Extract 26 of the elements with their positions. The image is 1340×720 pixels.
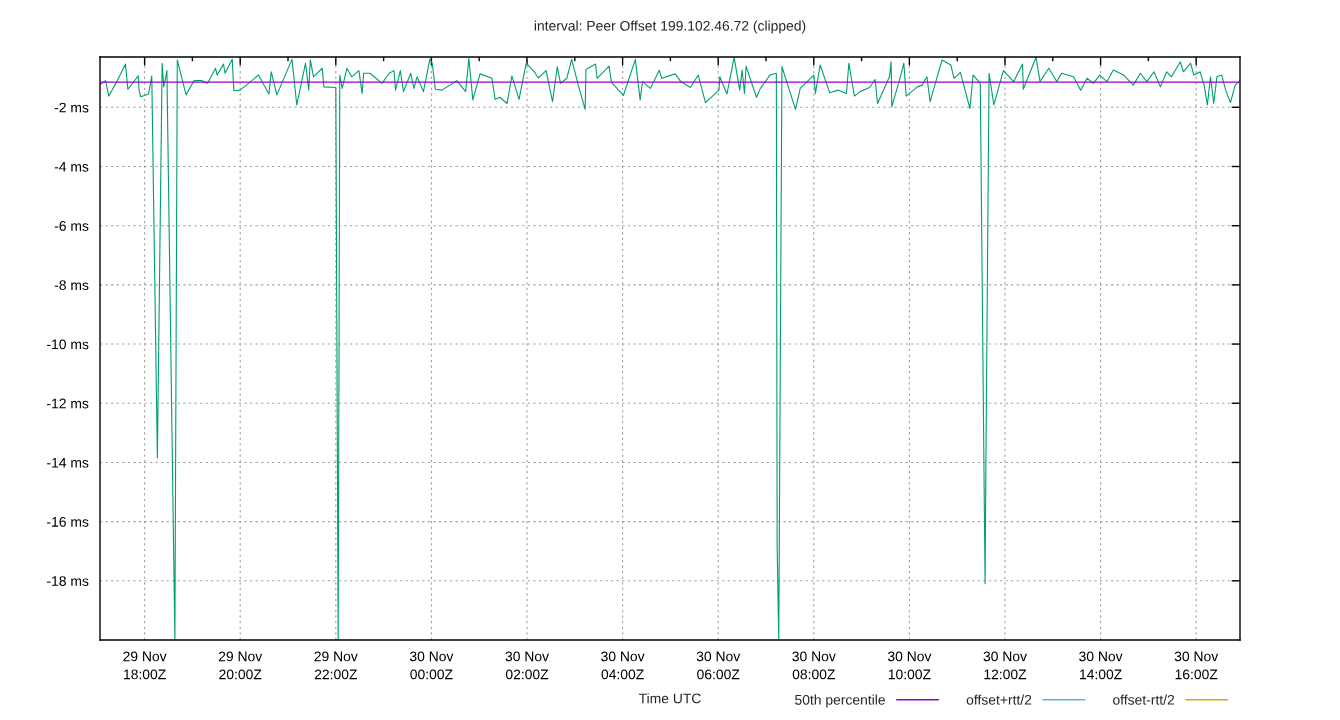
y-tick-label: -12 ms [47, 398, 89, 409]
x-tick-label: 29 Nov 20:00Z [218, 651, 263, 680]
y-tick-label: -8 ms [54, 280, 89, 291]
y-tick-label: -2 ms [54, 102, 89, 113]
y-tick-label: -16 ms [47, 516, 89, 527]
legend-label: 50th percentile [795, 694, 885, 708]
x-tick-label: 29 Nov 22:00Z [314, 651, 358, 680]
x-tick-label: 29 Nov 18:00Z [123, 651, 167, 680]
y-tick-label: -10 ms [47, 339, 89, 350]
x-tick-label: 30 Nov 12:00Z [983, 651, 1027, 680]
x-tick-label: 30 Nov 00:00Z [409, 651, 454, 680]
y-tick-label: -18 ms [47, 576, 89, 586]
legend-label: offset-rtt/2 [1113, 694, 1175, 705]
x-tick-label: 30 Nov 10:00Z [887, 651, 932, 680]
x-tick-label: 30 Nov 16:00Z [1174, 651, 1219, 680]
x-tick-label: 30 Nov 14:00Z [1079, 651, 1123, 680]
x-tick-label: 30 Nov 08:00Z [792, 651, 836, 680]
x-tick-label: 30 Nov 06:00Z [696, 651, 741, 680]
x-tick-label: 30 Nov 02:00Z [505, 651, 549, 680]
y-tick-label: -14 ms [47, 457, 89, 468]
legend-label: offset+rtt/2 [966, 694, 1032, 705]
y-tick-label: -6 ms [54, 221, 89, 231]
x-tick-label: 30 Nov 04:00Z [601, 651, 645, 680]
y-tick-label: -4 ms [54, 161, 89, 172]
chart-title: interval: Peer Offset 199.102.46.72 (clipped) [534, 20, 806, 34]
x-axis-title: Time UTC [638, 693, 701, 704]
